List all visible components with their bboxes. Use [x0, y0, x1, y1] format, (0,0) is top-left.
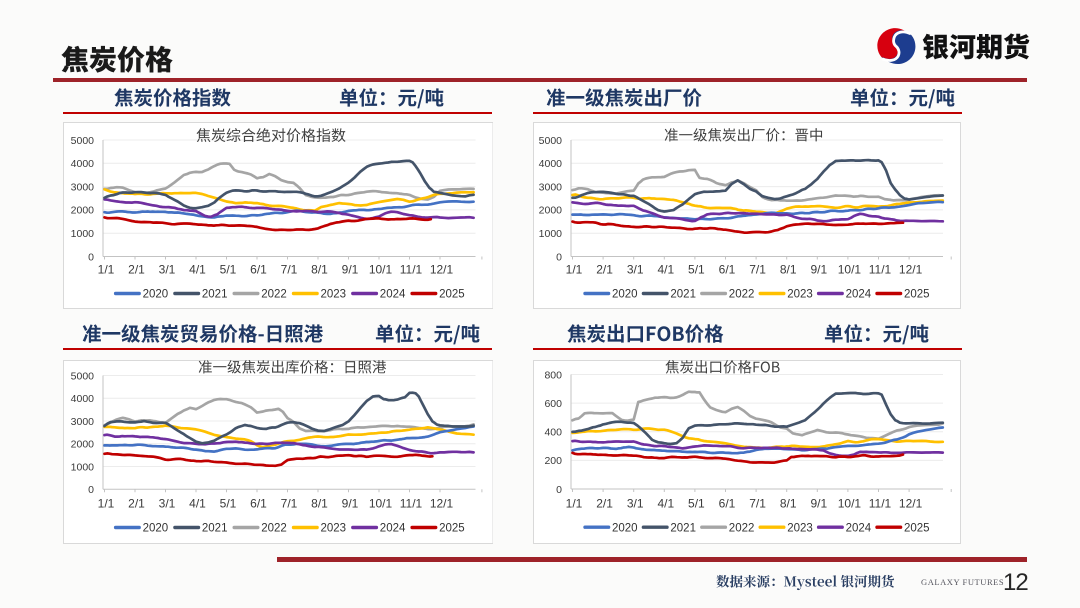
- svg-text:3/1: 3/1: [627, 262, 644, 276]
- svg-text:1/1: 1/1: [97, 497, 114, 511]
- svg-text:2024: 2024: [379, 288, 405, 300]
- svg-text:9/1: 9/1: [810, 262, 827, 276]
- svg-text:8/1: 8/1: [311, 262, 328, 276]
- svg-text:4000: 4000: [70, 158, 94, 170]
- svg-text:2020: 2020: [142, 288, 168, 300]
- svg-text:2000: 2000: [70, 439, 94, 451]
- svg-text:2021: 2021: [201, 288, 227, 300]
- svg-text:4/1: 4/1: [657, 262, 674, 276]
- svg-text:2021: 2021: [670, 288, 696, 300]
- svg-text:2025: 2025: [439, 523, 465, 535]
- svg-text:3000: 3000: [70, 416, 94, 428]
- svg-text:3000: 3000: [539, 181, 563, 193]
- svg-text:200: 200: [544, 455, 562, 467]
- svg-text:9/1: 9/1: [810, 496, 827, 510]
- svg-text:4/1: 4/1: [189, 497, 206, 511]
- svg-text:12/1: 12/1: [429, 262, 453, 276]
- svg-text:0: 0: [556, 251, 562, 263]
- svg-text:10/1: 10/1: [838, 496, 862, 510]
- svg-text:2/1: 2/1: [128, 497, 145, 511]
- svg-text:1000: 1000: [70, 461, 94, 473]
- svg-text:2023: 2023: [787, 522, 813, 534]
- svg-text:8/1: 8/1: [780, 496, 797, 510]
- svg-text:2/1: 2/1: [128, 262, 145, 276]
- svg-text:400: 400: [544, 427, 562, 439]
- svg-text:3000: 3000: [70, 181, 94, 193]
- svg-text:2024: 2024: [379, 523, 405, 535]
- svg-text:2000: 2000: [539, 204, 563, 216]
- svg-text:9/1: 9/1: [341, 497, 358, 511]
- svg-text:2020: 2020: [612, 522, 638, 534]
- svg-text:2020: 2020: [142, 523, 168, 535]
- svg-text:8/1: 8/1: [311, 497, 328, 511]
- svg-text:7/1: 7/1: [749, 262, 766, 276]
- svg-text:3/1: 3/1: [158, 262, 175, 276]
- svg-text:600: 600: [544, 398, 562, 410]
- svg-text:12/1: 12/1: [429, 497, 453, 511]
- svg-text:2000: 2000: [70, 204, 94, 216]
- svg-text:2/1: 2/1: [596, 262, 613, 276]
- svg-text:6/1: 6/1: [719, 262, 736, 276]
- svg-text:2022: 2022: [729, 522, 755, 534]
- svg-text:11/1: 11/1: [869, 496, 892, 510]
- svg-text:11/1: 11/1: [399, 497, 422, 511]
- svg-text:10/1: 10/1: [838, 262, 862, 276]
- svg-text:4/1: 4/1: [189, 262, 206, 276]
- svg-text:4000: 4000: [539, 158, 563, 170]
- svg-text:5/1: 5/1: [219, 497, 236, 511]
- svg-text:1000: 1000: [539, 228, 563, 240]
- svg-text:4000: 4000: [70, 393, 94, 405]
- svg-text:2022: 2022: [261, 288, 287, 300]
- svg-text:3/1: 3/1: [158, 497, 175, 511]
- svg-text:2023: 2023: [320, 523, 346, 535]
- svg-text:2021: 2021: [670, 522, 696, 534]
- svg-text:0: 0: [88, 484, 94, 496]
- svg-text:5/1: 5/1: [219, 262, 236, 276]
- svg-text:2024: 2024: [846, 522, 872, 534]
- svg-text:2021: 2021: [201, 523, 227, 535]
- svg-text:6/1: 6/1: [719, 496, 736, 510]
- svg-text:5/1: 5/1: [688, 496, 705, 510]
- svg-text:2022: 2022: [261, 523, 287, 535]
- svg-text:10/1: 10/1: [368, 262, 392, 276]
- svg-text:7/1: 7/1: [749, 496, 766, 510]
- svg-text:11/1: 11/1: [869, 262, 892, 276]
- svg-text:5/1: 5/1: [688, 262, 705, 276]
- svg-text:800: 800: [544, 369, 562, 381]
- svg-text:7/1: 7/1: [280, 262, 297, 276]
- svg-text:6/1: 6/1: [250, 262, 267, 276]
- svg-text:2025: 2025: [439, 288, 465, 300]
- svg-text:2/1: 2/1: [596, 496, 613, 510]
- svg-text:10/1: 10/1: [368, 497, 392, 511]
- svg-text:2024: 2024: [846, 288, 872, 300]
- svg-text:1/1: 1/1: [566, 496, 583, 510]
- svg-text:2023: 2023: [787, 288, 813, 300]
- svg-text:0: 0: [88, 251, 94, 263]
- svg-text:2022: 2022: [729, 288, 755, 300]
- svg-text:11/1: 11/1: [399, 262, 422, 276]
- svg-text:2023: 2023: [320, 288, 346, 300]
- svg-text:2025: 2025: [904, 288, 930, 300]
- svg-text:1/1: 1/1: [97, 262, 114, 276]
- svg-text:9/1: 9/1: [341, 262, 358, 276]
- svg-text:5000: 5000: [70, 370, 94, 382]
- svg-text:6/1: 6/1: [250, 497, 267, 511]
- svg-text:1/1: 1/1: [566, 262, 583, 276]
- svg-text:5000: 5000: [70, 134, 94, 146]
- svg-text:12/1: 12/1: [899, 262, 923, 276]
- svg-text:2025: 2025: [904, 522, 930, 534]
- svg-text:12/1: 12/1: [899, 496, 923, 510]
- svg-text:1000: 1000: [70, 228, 94, 240]
- svg-text:8/1: 8/1: [780, 262, 797, 276]
- svg-text:4/1: 4/1: [657, 496, 674, 510]
- svg-text:2020: 2020: [612, 288, 638, 300]
- svg-text:3/1: 3/1: [627, 496, 644, 510]
- svg-text:7/1: 7/1: [280, 497, 297, 511]
- svg-text:5000: 5000: [539, 134, 563, 146]
- svg-text:0: 0: [556, 484, 562, 496]
